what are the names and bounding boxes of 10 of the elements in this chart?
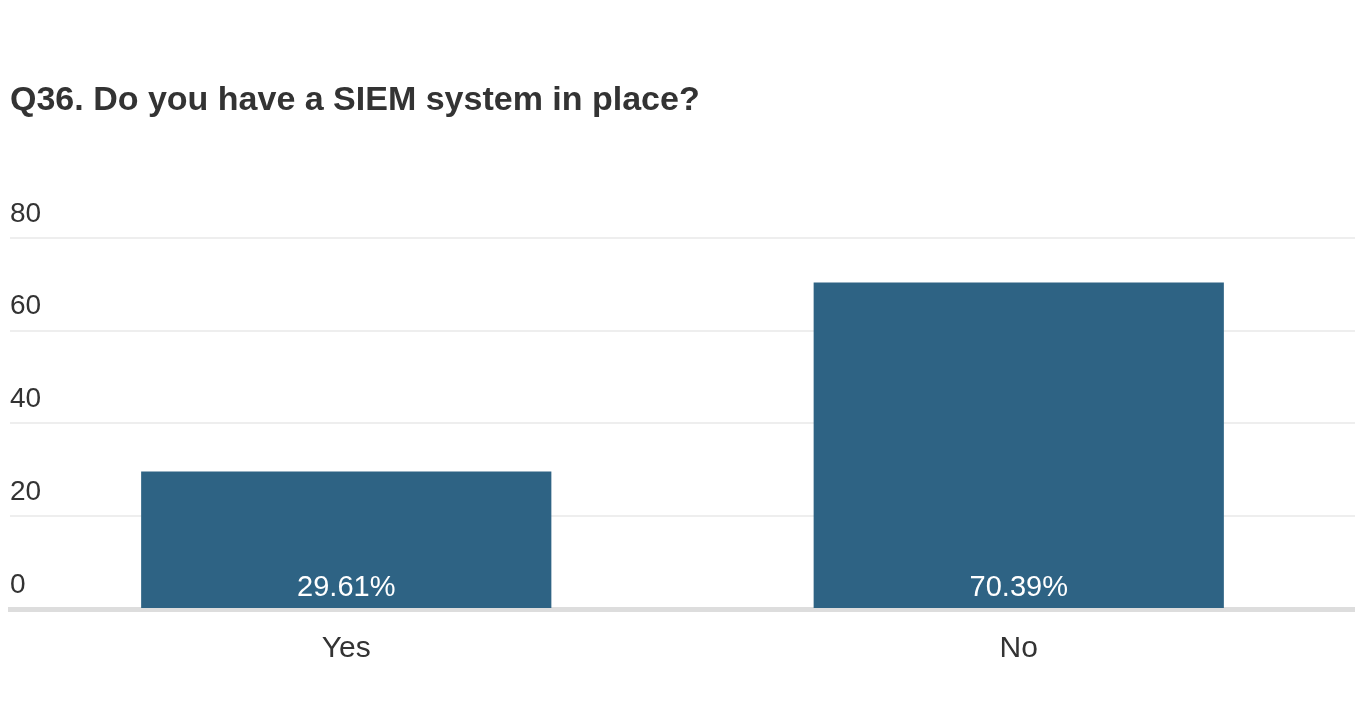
y-tick-label: 0 [10, 567, 26, 599]
y-tick-label: 20 [10, 474, 42, 506]
data-label: 29.61% [297, 569, 396, 602]
x-tick-label: Yes [321, 630, 371, 664]
data-label: 70.39% [969, 569, 1068, 602]
y-tick-label: 80 [10, 196, 42, 228]
x-tick-label: No [999, 630, 1038, 664]
chart-title: Q36. Do you have a SIEM system in place? [10, 78, 700, 117]
y-tick-label: 40 [10, 382, 42, 414]
y-tick-label: 60 [10, 289, 42, 321]
